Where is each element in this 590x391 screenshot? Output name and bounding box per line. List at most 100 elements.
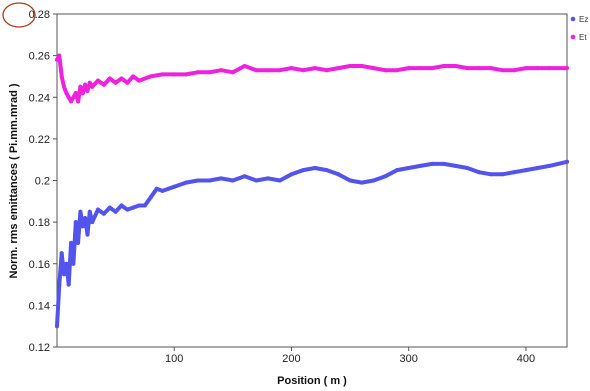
data-point-ez xyxy=(254,178,259,183)
data-point-ez xyxy=(289,172,294,177)
data-point-ez xyxy=(57,282,62,287)
data-point-et xyxy=(348,64,353,68)
data-point-ez xyxy=(383,174,388,179)
data-point-et xyxy=(125,80,130,85)
data-point-ez xyxy=(565,159,569,164)
data-point-ez xyxy=(107,205,112,210)
data-point-et xyxy=(184,72,188,77)
data-point-ez xyxy=(512,170,517,175)
data-point-ez xyxy=(66,282,71,287)
data-point-et xyxy=(359,64,364,68)
data-point-ez xyxy=(78,209,83,214)
plot-area xyxy=(56,13,568,348)
data-point-ez xyxy=(453,163,458,168)
data-point-ez xyxy=(113,209,118,214)
data-point-et xyxy=(113,80,118,85)
data-point-ez xyxy=(154,186,159,191)
data-point-et xyxy=(76,99,81,104)
data-point-ez xyxy=(101,211,106,216)
data-point-ez xyxy=(96,207,100,212)
data-point-ez xyxy=(195,178,200,183)
data-point-ez xyxy=(71,261,76,266)
data-point-et xyxy=(383,68,388,73)
data-point-et xyxy=(242,64,247,68)
y-tick-label: 0.28 xyxy=(29,9,50,21)
data-point-ez xyxy=(83,216,88,220)
data-point-ez xyxy=(465,166,470,170)
y-tick-label: 0.22 xyxy=(29,134,50,146)
data-point-et xyxy=(565,66,569,71)
x-tick-label: 100 xyxy=(165,353,183,365)
data-point-et xyxy=(207,70,212,75)
data-point-et xyxy=(195,70,200,75)
data-point-et xyxy=(172,72,177,77)
data-point-et xyxy=(101,82,106,87)
data-point-ez xyxy=(277,178,282,183)
data-point-ez xyxy=(64,261,69,266)
data-point-et xyxy=(488,66,493,71)
data-point-ez xyxy=(85,232,90,237)
data-point-et xyxy=(83,82,88,87)
data-point-ez xyxy=(371,178,376,183)
data-point-et xyxy=(62,84,66,89)
data-point-ez xyxy=(80,224,85,229)
x-tick-label: 300 xyxy=(400,353,418,365)
data-point-et xyxy=(59,74,64,79)
data-point-et xyxy=(336,66,341,71)
data-point-et xyxy=(137,78,142,83)
data-point-ez xyxy=(441,161,446,166)
data-point-et xyxy=(90,84,95,89)
y-tick-label: 0.18 xyxy=(29,217,50,229)
data-point-et xyxy=(148,74,153,79)
data-point-ez xyxy=(76,240,81,245)
data-point-et xyxy=(512,68,517,73)
data-point-et xyxy=(535,66,540,71)
data-point-ez xyxy=(488,172,493,177)
x-axis: 100 200 300 400 xyxy=(165,347,535,365)
data-point-ez xyxy=(207,178,212,183)
data-point-et xyxy=(160,72,165,77)
data-point-ez xyxy=(500,172,505,177)
data-point-ez xyxy=(90,220,95,225)
data-point-et xyxy=(277,68,282,73)
data-point-et xyxy=(254,68,259,73)
data-point-ez xyxy=(55,324,59,329)
data-point-ez xyxy=(359,180,364,185)
data-point-ez xyxy=(73,220,78,225)
data-point-et xyxy=(324,68,329,73)
data-point-et xyxy=(371,66,376,71)
data-point-ez xyxy=(242,174,247,179)
data-point-ez xyxy=(230,178,235,183)
data-point-ez xyxy=(430,161,435,166)
data-point-ez xyxy=(160,188,165,193)
data-point-et xyxy=(87,80,92,85)
data-point-ez xyxy=(547,163,552,168)
data-point-et xyxy=(418,66,423,71)
data-point-ez xyxy=(148,195,153,200)
data-point-et xyxy=(441,64,446,68)
series-line-et xyxy=(55,53,569,104)
data-point-ez xyxy=(348,178,353,183)
data-point-et xyxy=(131,74,136,79)
data-point-ez xyxy=(172,184,177,189)
data-point-ez xyxy=(137,203,142,208)
data-point-et xyxy=(119,76,124,81)
series-line-ez xyxy=(55,159,569,329)
data-point-ez xyxy=(219,176,224,181)
data-point-et xyxy=(96,78,100,83)
data-point-et xyxy=(312,66,317,71)
y-tick-label: 0.14 xyxy=(29,300,50,312)
data-point-ez xyxy=(535,166,540,170)
data-point-ez xyxy=(69,240,74,245)
data-point-et xyxy=(477,66,482,71)
legend: Ez Et xyxy=(570,15,588,42)
data-point-et xyxy=(230,70,235,75)
legend-marker-ez xyxy=(570,16,576,22)
y-axis-title: Norm. rms emittances ( Pi.mm.mrad ) xyxy=(8,83,20,278)
data-point-et xyxy=(219,68,224,73)
data-point-et xyxy=(85,89,90,93)
data-point-ez xyxy=(87,209,92,214)
data-point-et xyxy=(430,66,435,71)
legend-label-ez: Ez xyxy=(579,15,588,24)
